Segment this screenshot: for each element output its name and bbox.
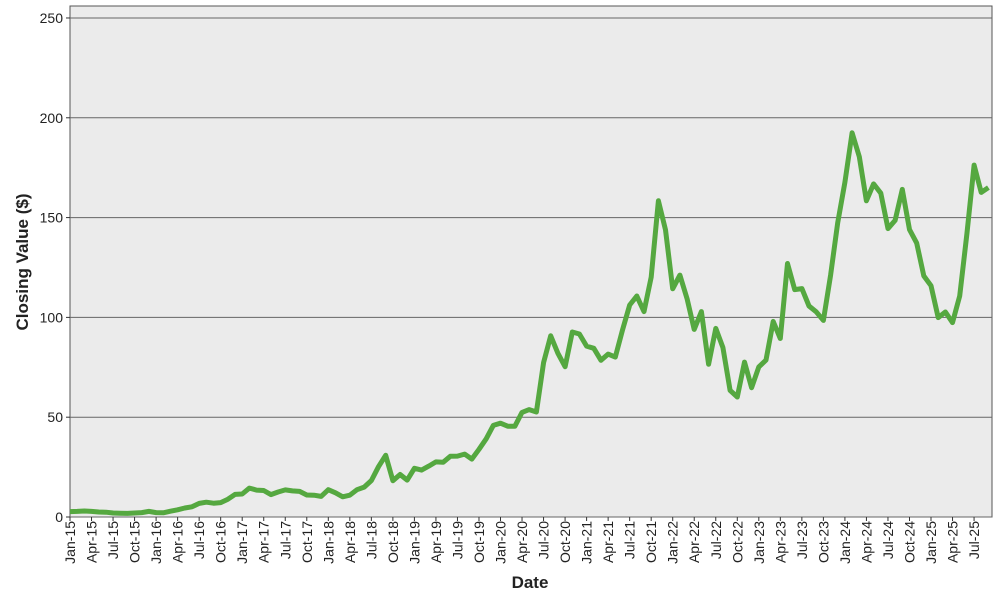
x-tick-label: Jan-19	[406, 521, 422, 564]
x-tick-label: Apr-16	[170, 521, 186, 563]
x-tick-label: Jan-21	[579, 521, 595, 564]
x-tick-label: Oct-16	[213, 521, 229, 563]
y-tick-label: 100	[40, 309, 64, 325]
x-tick-label: Apr-25	[945, 521, 961, 563]
x-tick-label: Jan-23	[751, 521, 767, 564]
x-tick-label: Apr-24	[858, 521, 874, 563]
x-tick-label: Jan-25	[923, 521, 939, 564]
x-tick-label: Jul-19	[449, 521, 465, 559]
x-tick-label: Apr-15	[84, 521, 100, 563]
x-tick-label: Jan-15	[62, 521, 78, 564]
x-tick-label: Apr-19	[428, 521, 444, 563]
x-tick-label: Jul-21	[622, 521, 638, 559]
x-tick-label: Oct-21	[643, 521, 659, 563]
x-tick-label: Apr-17	[256, 521, 272, 563]
x-tick-label: Oct-19	[471, 521, 487, 563]
y-tick-label: 0	[55, 509, 63, 525]
x-tick-label: Jul-24	[880, 521, 896, 559]
y-tick-label: 250	[40, 10, 64, 26]
x-tick-label: Jul-25	[966, 521, 982, 559]
x-tick-label: Jan-18	[320, 521, 336, 564]
x-tick-label: Jul-16	[191, 521, 207, 559]
x-tick-label: Apr-23	[772, 521, 788, 563]
x-tick-label: Oct-18	[385, 521, 401, 563]
x-tick-label: Jul-23	[794, 521, 810, 559]
x-tick-label: Jul-22	[708, 521, 724, 559]
x-tick-label: Jan-16	[148, 521, 164, 564]
x-tick-label: Oct-20	[557, 521, 573, 563]
y-axis-title: Closing Value ($)	[13, 194, 32, 331]
x-tick-label: Oct-24	[901, 521, 917, 563]
x-tick-label: Apr-18	[342, 521, 358, 563]
x-tick-label: Oct-15	[127, 521, 143, 563]
x-tick-label: Jan-24	[837, 521, 853, 564]
x-tick-label: Apr-20	[514, 521, 530, 563]
x-tick-label: Jan-20	[493, 521, 509, 564]
x-axis-title: Date	[512, 573, 549, 592]
y-tick-label: 150	[40, 210, 64, 226]
x-tick-label: Oct-22	[729, 521, 745, 563]
x-tick-label: Jul-20	[536, 521, 552, 559]
x-tick-label: Oct-23	[815, 521, 831, 563]
x-tick-label: Jan-22	[665, 521, 681, 564]
y-tick-label: 50	[47, 409, 63, 425]
x-tick-label: Jul-18	[363, 521, 379, 559]
price-line	[69, 130, 990, 516]
plot-area	[69, 5, 993, 518]
x-tick-label: Apr-22	[686, 521, 702, 563]
x-tick-label: Apr-21	[600, 521, 616, 563]
y-tick-label: 200	[40, 110, 64, 126]
x-tick-label: Oct-17	[299, 521, 315, 563]
x-tick-label: Jul-15	[105, 521, 121, 559]
x-tick-label: Jul-17	[277, 521, 293, 559]
x-tick-label: Jan-17	[234, 521, 250, 564]
